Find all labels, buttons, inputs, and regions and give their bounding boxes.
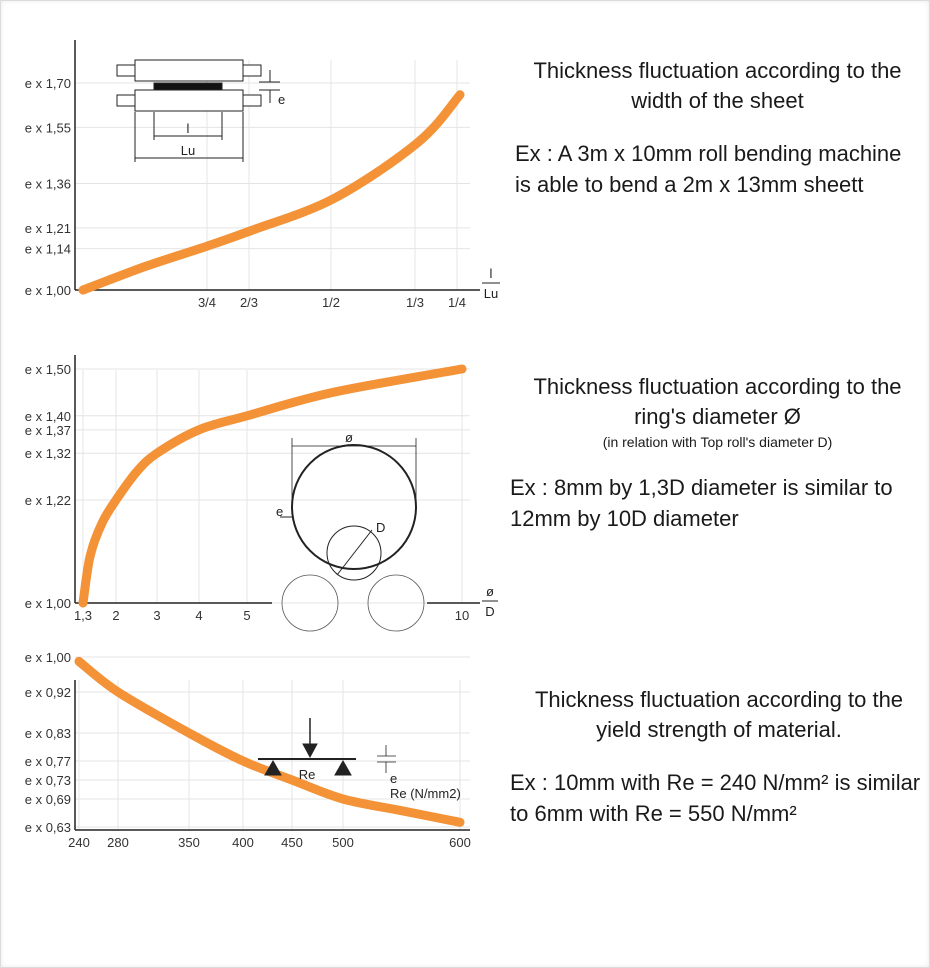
top-roll-left-journal (116, 64, 136, 77)
y-tick-label: e x 1,55 (25, 120, 71, 135)
y-tick-label: e x 1,21 (25, 221, 71, 236)
bottom-roll (134, 89, 244, 112)
chart2-x-tick-labels: 1,3 2 3 4 5 10 (74, 608, 469, 623)
y-tick-label: e x 0,69 (25, 792, 71, 807)
ring-diagram (280, 438, 425, 632)
description-width-example: Ex : A 3m x 10mm roll bending machine is… (515, 141, 902, 197)
description-yield: Thickness fluctuation according to the y… (510, 685, 928, 829)
y-tick-label: e x 1,00 (25, 283, 71, 298)
x-tick-label: 400 (232, 835, 254, 850)
description-width: Thickness fluctuation according to the w… (515, 56, 920, 200)
beam-diagram (258, 718, 396, 776)
x-tick-label: 500 (332, 835, 354, 850)
chart2-xlabel-denominator: D (485, 604, 494, 619)
chart1-x-tick-labels: 3/4 2/3 1/2 1/3 1/4 (198, 295, 466, 310)
y-tick-label: e x 0,63 (25, 820, 71, 835)
chart3-y-tick-labels: e x 0,63 e x 0,69 e x 0,73 e x 0,77 e x 0,83… (25, 650, 71, 835)
y-tick-label: e x 1,70 (25, 76, 71, 91)
left-support (264, 759, 282, 776)
right-support (334, 759, 352, 776)
chart1-y-tick-labels: e x 1,00 e x 1,14 e x 1,21 e x 1,36 e x 1,55… (25, 76, 71, 298)
y-tick-label: e x 1,36 (25, 177, 71, 192)
description-ring-subtitle: (in relation with Top roll's diameter D) (602, 434, 833, 450)
y-tick-label: e x 1,00 (25, 596, 71, 611)
chart1-series-line (78, 90, 465, 295)
chart-yield-strength: e x 0,63 e x 0,69 e x 0,73 e x 0,77 e x 0,83… (25, 650, 471, 850)
x-tick-label: 1,3 (74, 608, 92, 623)
bottom-right-roll (367, 574, 425, 632)
description-ring-title: Thickness fluctuation according to the r… (533, 374, 902, 429)
l-label: l (187, 121, 190, 136)
y-tick-label: e x 1,32 (25, 446, 71, 461)
chart3-series-line (74, 656, 465, 827)
x-tick-label: 280 (107, 835, 129, 850)
chart2-xlabel-numerator: ø (486, 584, 494, 599)
description-ring: Thickness fluctuation according to the r… (510, 372, 925, 534)
ring (291, 444, 417, 570)
sheet (153, 82, 223, 91)
chart2-series-line (78, 364, 467, 608)
description-ring-example: Ex : 8mm by 1,3D diameter is similar to … (510, 475, 893, 531)
x-tick-label: 600 (449, 835, 471, 850)
description-yield-example: Ex : 10mm with Re = 240 N/mm² is similar… (510, 770, 921, 826)
rolls-width-diagram (116, 59, 280, 162)
y-tick-label: e x 1,14 (25, 242, 71, 257)
x-tick-label: 1/4 (448, 295, 466, 310)
chart-ring-diameter: e x 1,00 e x 1,22 e x 1,32 e x 1,37e x 1,40… (25, 355, 498, 632)
top-roll (134, 59, 244, 82)
x-tick-label: 3/4 (198, 295, 216, 310)
chart3-gridlines (75, 656, 470, 830)
lu-label: Lu (181, 143, 195, 158)
x-tick-label: 450 (281, 835, 303, 850)
chart2-y-tick-labels: e x 1,00 e x 1,22 e x 1,32 e x 1,37e x 1,40… (25, 362, 71, 611)
bottom-roll-left-journal (116, 94, 136, 107)
y-tick-label: e x 1,50 (25, 362, 71, 377)
x-tick-label: 1/3 (406, 295, 424, 310)
x-tick-label: 5 (243, 608, 250, 623)
y-tick-label: e x 0,83 (25, 726, 71, 741)
chart2-gridlines (75, 368, 470, 604)
ring-diameter-label: ø (345, 430, 353, 445)
y-tick-label: e x 0,92 (25, 685, 71, 700)
e-label: e (278, 92, 285, 107)
x-tick-label: 2/3 (240, 295, 258, 310)
re-label: Re (299, 767, 316, 782)
y-tick-label: e x 1,40 (25, 409, 71, 424)
description-yield-title: Thickness fluctuation according to the y… (534, 687, 904, 742)
y-tick-label: e x 1,22 (25, 493, 71, 508)
chart1-xlabel-numerator: l (490, 266, 493, 281)
load-arrow-head (302, 743, 318, 759)
chart3-x-tick-labels: 240 280 350 400 450 500 600 (68, 835, 471, 850)
y-tick-label: e x 1,37 (25, 423, 71, 438)
roll-diam-line (336, 529, 373, 576)
bottom-roll-right-journal (242, 94, 262, 107)
top-roll-right-journal (242, 64, 262, 77)
x-tick-label: 3 (153, 608, 160, 623)
description-width-title: Thickness fluctuation according to the w… (533, 58, 902, 113)
x-tick-label: 350 (178, 835, 200, 850)
ring-e-label: e (276, 504, 283, 519)
y-tick-label: e x 0,73 (25, 773, 71, 788)
bottom-left-roll (281, 574, 339, 632)
chart-width-of-sheet: e x 1,00 e x 1,14 e x 1,21 e x 1,36 e x 1,55… (25, 40, 500, 310)
beam-e-label: e (390, 771, 397, 786)
x-tick-label: 4 (195, 608, 202, 623)
roll-diameter-label: D (376, 520, 385, 535)
x-tick-label: 2 (112, 608, 119, 623)
x-tick-label: 1/2 (322, 295, 340, 310)
chart3-xlabel: Re (N/mm2) (390, 786, 461, 801)
chart1-xlabel-denominator: Lu (484, 286, 498, 301)
y-tick-label: e x 1,00 (25, 650, 71, 665)
y-tick-label: e x 0,77 (25, 754, 71, 769)
x-tick-label: 10 (455, 608, 469, 623)
top-roll-circle (326, 525, 382, 581)
x-tick-label: 240 (68, 835, 90, 850)
